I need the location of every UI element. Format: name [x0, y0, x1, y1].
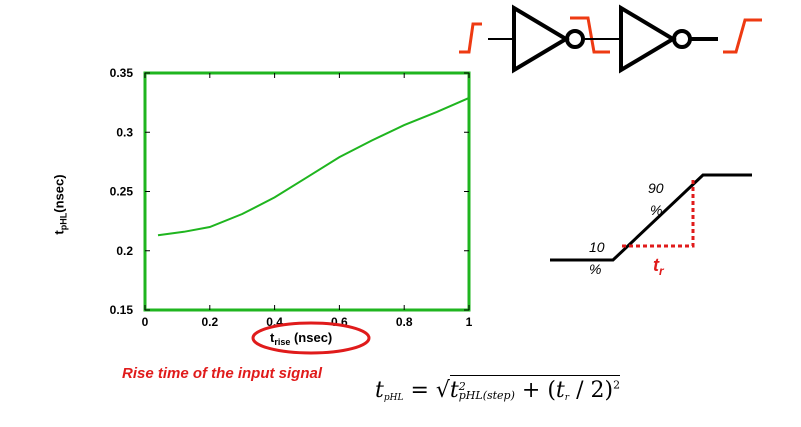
y-tick-label: 0.15 — [110, 303, 134, 317]
inverter-2-icon — [619, 4, 677, 74]
x-tick-label: 1 — [466, 315, 473, 329]
output-rising-edge-icon — [723, 18, 762, 54]
y-tick-label: 0.3 — [116, 125, 133, 139]
y-tick-label: 0.25 — [110, 185, 134, 199]
rise-time-indicator — [622, 180, 695, 248]
x-axis-label: trise (nsec) — [270, 330, 333, 347]
plot-frame — [143, 71, 471, 312]
rise-time-ramp-diagram: 10% 90% tr — [550, 173, 752, 278]
ramp-waveform — [550, 173, 752, 262]
xlabel-highlight-ellipse — [251, 321, 371, 355]
low-threshold-label: 10% — [589, 239, 605, 277]
high-threshold-label: 90% — [648, 180, 664, 218]
rise-time-symbol: tr — [653, 255, 665, 278]
y-tick-label: 0.2 — [116, 244, 133, 258]
x-tick-label: 0 — [142, 315, 149, 329]
propagation-delay-formula: tpHL = √t 2 pHL(step) + (tr / 2)2 — [375, 375, 621, 403]
y-axis-label: tpHL(nsec) — [51, 174, 69, 235]
highlight-caption: Rise time of the input signal — [122, 365, 323, 382]
series-layer — [157, 96, 470, 237]
inverter-1-icon — [512, 4, 570, 74]
x-tick-label: 0.8 — [396, 315, 413, 329]
axis-ticks: 0 0.2 0.4 0.6 0.8 10.150.20.250.30.35 — [110, 66, 473, 329]
y-tick-label: 0.35 — [110, 66, 134, 80]
series-line — [157, 96, 470, 237]
intermediate-falling-edge-icon — [570, 16, 610, 54]
inverter-chain — [459, 4, 762, 74]
x-tick-label: 0.2 — [201, 315, 218, 329]
input-rising-edge-icon — [459, 22, 482, 54]
